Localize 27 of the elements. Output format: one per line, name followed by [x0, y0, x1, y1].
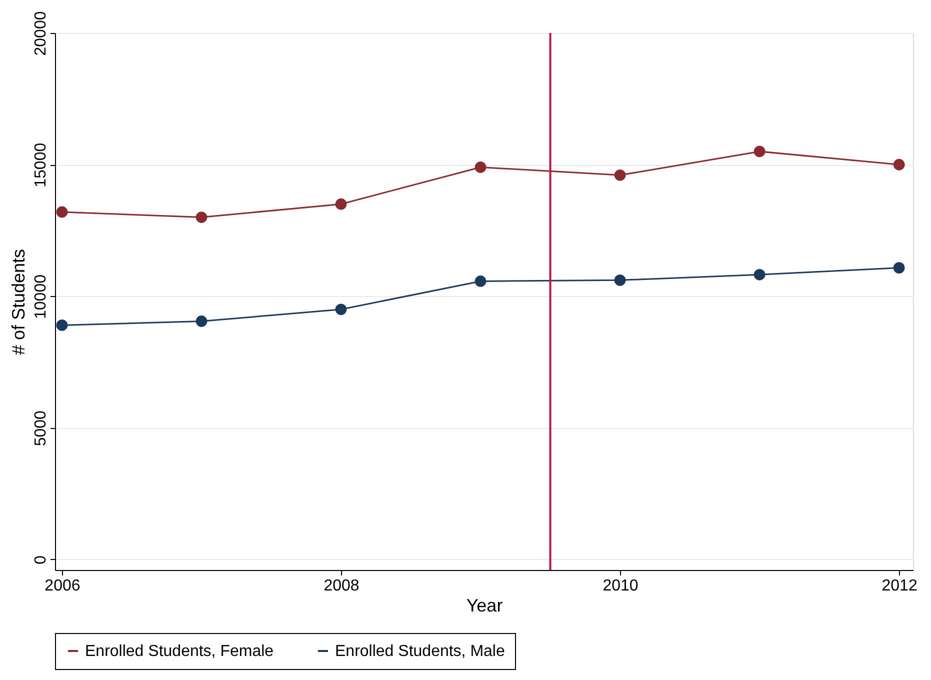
point	[474, 276, 486, 287]
y-tick-label: 20000	[32, 11, 50, 56]
x-tick-label: 2012	[882, 578, 918, 594]
point	[335, 304, 347, 316]
legend-label: Enrolled Students, Female	[85, 643, 274, 660]
point	[196, 212, 208, 223]
point	[56, 320, 68, 331]
point	[754, 146, 766, 158]
y-tick-label: 10000	[32, 274, 50, 319]
point	[196, 316, 208, 327]
point	[614, 169, 626, 181]
y-tick-label: 5000	[32, 410, 50, 446]
legend-label: Enrolled Students, Male	[335, 643, 505, 660]
y-axis-title: # of Students	[8, 248, 28, 356]
point	[893, 158, 905, 170]
x-tick-label: 2006	[44, 578, 80, 594]
point	[893, 262, 905, 274]
point	[335, 198, 347, 210]
point	[474, 162, 486, 173]
x-tick-label: 2010	[602, 578, 638, 594]
point	[56, 206, 68, 218]
point	[754, 268, 766, 280]
x-tick-label: 2008	[324, 578, 360, 594]
point	[614, 274, 626, 286]
y-tick-label: 0	[32, 555, 50, 564]
y-tick-label: 15000	[32, 142, 50, 188]
x-axis-title: Year	[466, 596, 503, 616]
